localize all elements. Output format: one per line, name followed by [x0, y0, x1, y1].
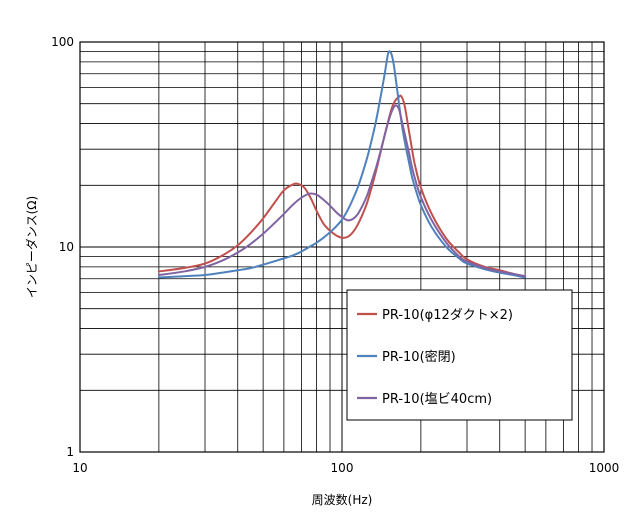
y-tick-label: 10: [59, 240, 74, 254]
legend-items: PR-10(φ12ダクト×2) PR-10(密閉) PR-10(塩ビ40cm): [357, 308, 513, 407]
legend-label: PR-10(塩ビ40cm): [382, 392, 492, 407]
series-line-2: [157, 50, 527, 279]
legend-label: PR-10(φ12ダクト×2): [382, 308, 513, 323]
y-tick-label: 100: [51, 35, 74, 49]
y-axis-title: インピーダンス(Ω): [24, 196, 39, 298]
x-axis-title: 周波数(Hz): [312, 492, 373, 507]
series-line-1: [157, 94, 527, 278]
series-lines: [157, 50, 527, 279]
tick-labels: 10 100 1000 1 10 100: [51, 35, 619, 475]
plot-area-frame: [79, 41, 605, 453]
legend: PR-10(φ12ダクト×2) PR-10(密閉) PR-10(塩ビ40cm): [346, 289, 573, 421]
x-tick-label: 1000: [589, 461, 620, 475]
legend-box: [346, 289, 573, 421]
y-tick-label: 1: [66, 445, 74, 459]
x-tick-label: 10: [72, 461, 87, 475]
x-tick-label: 100: [331, 461, 354, 475]
legend-label: PR-10(密閉): [382, 349, 456, 365]
series-line-3: [157, 104, 527, 278]
